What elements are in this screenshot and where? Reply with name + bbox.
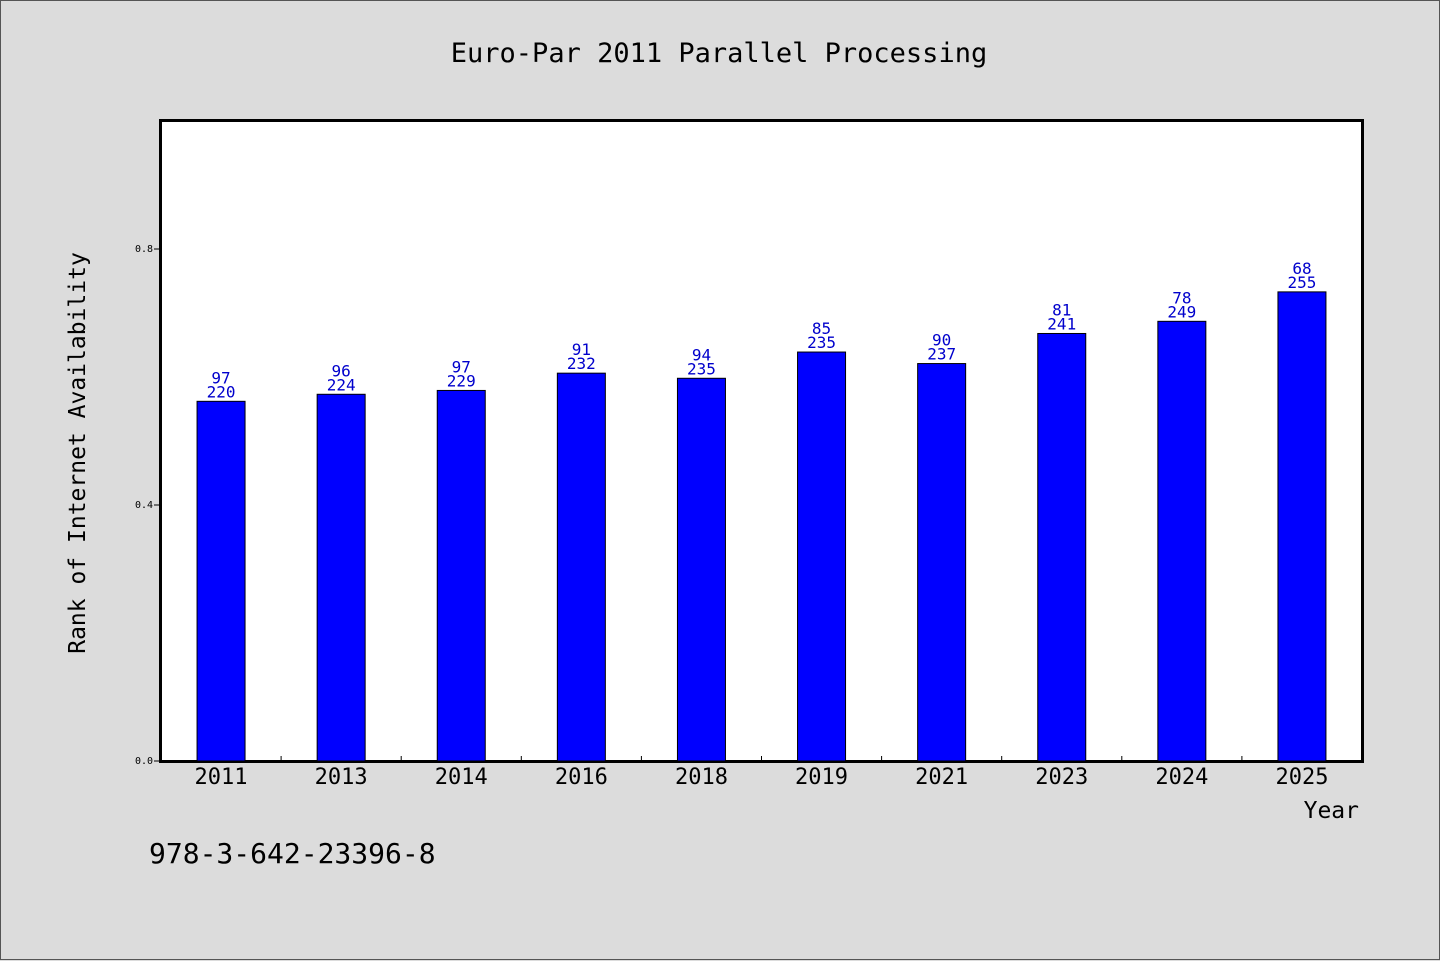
data-label-top: 78 bbox=[1172, 288, 1191, 307]
data-label-bottom: 255 bbox=[1287, 273, 1316, 292]
x-tick-label: 2016 bbox=[555, 765, 608, 790]
data-label-top: 97 bbox=[452, 357, 471, 376]
x-tick-label: 2019 bbox=[795, 765, 848, 790]
data-label-top: 97 bbox=[211, 368, 230, 387]
data-label-top: 81 bbox=[1052, 300, 1071, 319]
x-tick-label: 2014 bbox=[435, 765, 488, 790]
data-label-top: 91 bbox=[572, 340, 591, 359]
x-axis-ticks: 2011 2013 2014 2016 2018 2019 2021 2023 2024 2025 bbox=[195, 756, 1328, 790]
data-label-bottom: 232 bbox=[567, 354, 596, 373]
bar-2014 bbox=[436, 389, 486, 762]
data-label-top: 94 bbox=[692, 345, 711, 364]
data-label-bottom: 237 bbox=[927, 345, 956, 364]
data-label-top: 68 bbox=[1292, 259, 1311, 278]
chart-title: Euro-Par 2011 Parallel Processing bbox=[451, 38, 987, 69]
y-axis-label: Rank of Internet Availability bbox=[65, 252, 91, 654]
bar-2024 bbox=[1157, 320, 1207, 762]
data-label-bottom: 241 bbox=[1047, 314, 1076, 333]
bar-2011 bbox=[196, 400, 246, 762]
footnote-isbn: 978-3-642-23396-8 bbox=[149, 837, 436, 870]
bar-2021 bbox=[917, 363, 967, 762]
x-axis-label: Year bbox=[1304, 798, 1359, 824]
data-label-bottom: 235 bbox=[807, 333, 836, 352]
data-label-bottom: 220 bbox=[207, 382, 236, 401]
x-tick-label: 2025 bbox=[1275, 765, 1328, 790]
data-label-bottom: 229 bbox=[447, 371, 476, 390]
data-label-top: 85 bbox=[812, 319, 831, 338]
x-tick-label: 2011 bbox=[195, 765, 248, 790]
bar-2016 bbox=[556, 372, 606, 762]
data-label-top: 90 bbox=[932, 331, 951, 350]
x-tick-label: 2023 bbox=[1035, 765, 1088, 790]
x-tick-label: 2021 bbox=[915, 765, 968, 790]
bar-2023 bbox=[1037, 332, 1087, 762]
data-label-bottom: 235 bbox=[687, 359, 716, 378]
bar-2025 bbox=[1277, 291, 1327, 762]
x-tick-label: 2024 bbox=[1155, 765, 1208, 790]
y-tick-label: 0.4 bbox=[135, 500, 153, 511]
x-tick-label: 2013 bbox=[315, 765, 368, 790]
x-tick-label: 2018 bbox=[675, 765, 728, 790]
y-tick-label: 0.0 bbox=[135, 756, 153, 767]
bar-2019 bbox=[797, 351, 847, 762]
bar-2018 bbox=[676, 377, 726, 762]
y-tick-label: 0.8 bbox=[135, 244, 153, 255]
data-label-bottom: 249 bbox=[1167, 302, 1196, 321]
y-axis-ticks: 0.0 0.4 0.8 bbox=[135, 244, 161, 767]
data-label-bottom: 224 bbox=[327, 375, 356, 394]
data-label-top: 96 bbox=[332, 361, 351, 380]
bar-series bbox=[196, 291, 1327, 762]
bar-2013 bbox=[316, 393, 366, 762]
